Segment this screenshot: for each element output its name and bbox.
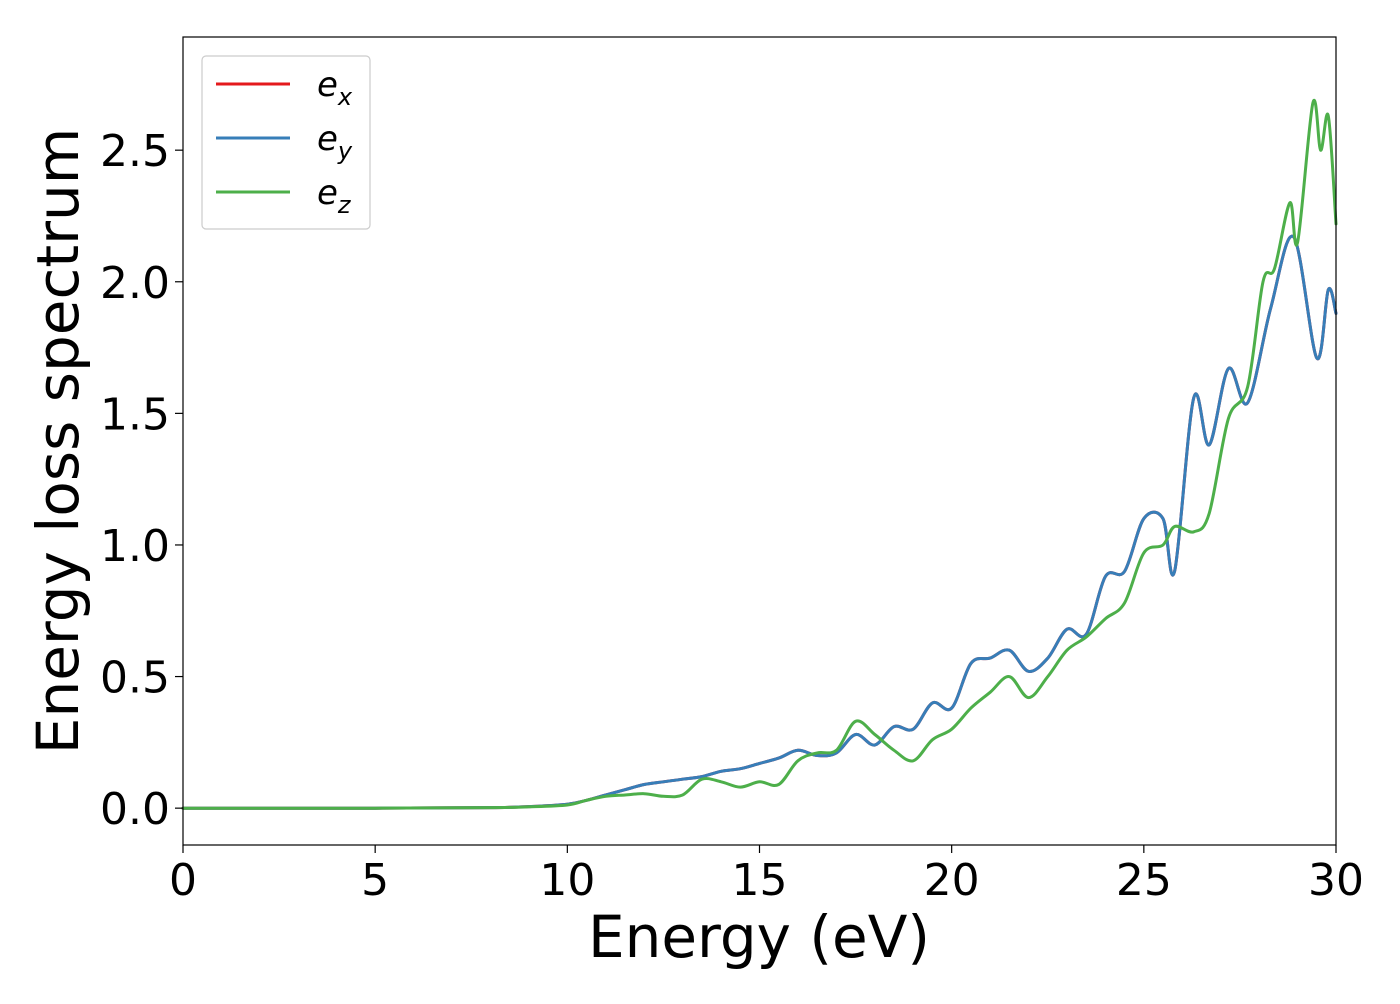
y-tick-label: 1.5 — [100, 389, 170, 440]
series-line-ez — [181, 98, 1338, 810]
x-tick-label: 10 — [539, 855, 595, 906]
y-tick-label: 2.5 — [100, 126, 170, 177]
legend-entries: ex ey ez — [216, 65, 353, 219]
x-tick-label: 20 — [924, 855, 980, 906]
legend-box — [201, 55, 371, 230]
y-tick-label: 2.0 — [100, 258, 170, 309]
x-tick-label: 25 — [1116, 855, 1172, 906]
series-line-ey — [181, 234, 1338, 810]
x-axis-label: Energy (eV) — [588, 903, 930, 971]
series-layer — [181, 98, 1338, 810]
y-tick-label: 0.5 — [100, 653, 170, 704]
x-axis: 0 5 10 15 20 25 30 — [169, 845, 1364, 906]
x-tick-label: 30 — [1308, 855, 1364, 906]
legend-label: ex — [317, 65, 353, 111]
x-tick-label: 0 — [169, 855, 197, 906]
legend-label: ez — [317, 173, 352, 219]
x-tick-label: 15 — [732, 855, 788, 906]
y-axis-label: Energy loss spectrum — [24, 128, 92, 754]
y-tick-label: 1.0 — [100, 521, 170, 572]
legend-label: ey — [317, 119, 353, 165]
y-tick-label: 0.0 — [100, 784, 170, 835]
y-axis: 0.0 0.5 1.0 1.5 2.0 2.5 — [100, 126, 183, 835]
x-tick-label: 5 — [361, 855, 389, 906]
legend: ex ey ez — [201, 55, 371, 230]
